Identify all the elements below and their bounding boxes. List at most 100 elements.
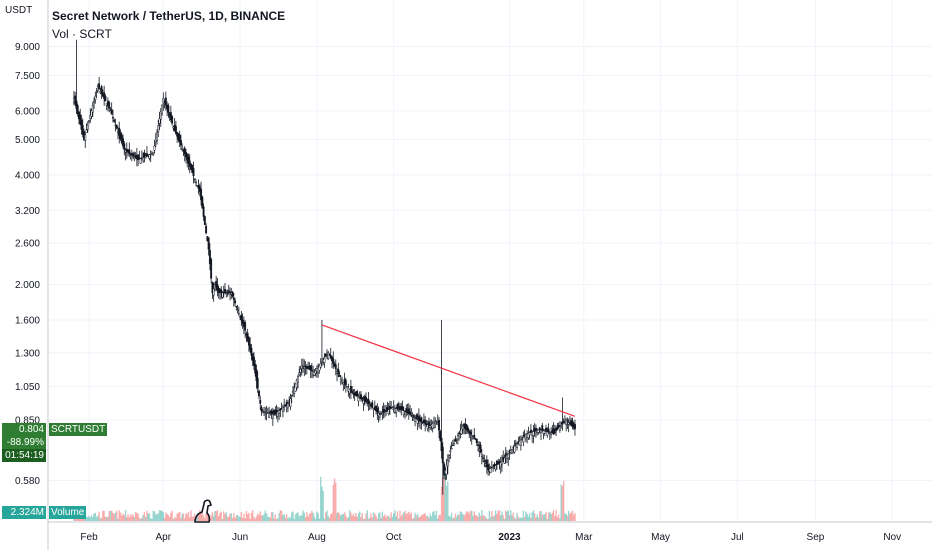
candle-body (328, 354, 331, 356)
candle-body (479, 444, 482, 453)
candle-body (148, 154, 151, 159)
y-tick-label: 1.050 (15, 382, 40, 393)
volume-bar (445, 485, 448, 521)
volume-bar (460, 511, 463, 521)
volume-bar (487, 518, 489, 521)
volume-bar (95, 516, 98, 521)
candle-body (158, 118, 161, 124)
volume-bar (416, 514, 419, 521)
volume-bar (138, 517, 141, 521)
volume-bar (343, 512, 346, 521)
y-tick-label: 1.300 (15, 348, 40, 359)
volume-bar (330, 514, 332, 521)
volume-bar (574, 513, 576, 521)
volume-bar (129, 514, 132, 521)
volume-bar (259, 511, 261, 521)
volume-bar (453, 517, 455, 521)
candle-body (86, 124, 89, 130)
volume-bar (155, 513, 157, 521)
candle-body (516, 443, 519, 448)
candle-body (553, 431, 556, 433)
volume-bar (396, 511, 399, 521)
candle-body (111, 117, 114, 119)
candle-body (541, 425, 544, 431)
volume-bar (152, 510, 154, 521)
candle-body (387, 409, 390, 415)
volume-bar (400, 515, 402, 521)
volume-bar (333, 478, 336, 521)
volume-bar (409, 514, 411, 521)
chart-title[interactable]: Secret Network / TetherUS, 1D, BINANCE (52, 9, 286, 23)
volume-bar (500, 515, 502, 521)
candle-body (465, 424, 468, 431)
candle-body (493, 463, 496, 467)
candle-body (538, 427, 541, 430)
trendline[interactable] (321, 324, 576, 417)
volume-bar (476, 515, 478, 521)
volume-bar (180, 518, 182, 521)
volume-bar (211, 512, 214, 521)
volume-bar (361, 513, 363, 521)
volume-bar (234, 517, 236, 521)
candle-body (122, 138, 124, 147)
candle-body (258, 390, 260, 397)
volume-bar (449, 516, 452, 521)
volume-bar (215, 511, 217, 521)
volume-bar (406, 512, 409, 521)
volume-bar (540, 510, 542, 521)
candle-body (94, 95, 97, 100)
volume-bar (167, 515, 170, 521)
volume-bar (557, 514, 560, 521)
volume-bar (107, 516, 109, 521)
candle-body (338, 375, 341, 377)
volume-bar (520, 517, 522, 521)
volume-bar (116, 510, 118, 521)
volume-bar (562, 480, 565, 521)
volume-bar (170, 512, 172, 521)
volume-bar (421, 514, 424, 521)
volume-bar (202, 515, 205, 521)
candle-body (537, 429, 540, 433)
volume-bar (493, 515, 496, 521)
candle-body (240, 315, 243, 321)
volume-bar (547, 512, 550, 521)
candle-body (414, 417, 417, 422)
y-tick-label: 5.000 (15, 135, 40, 146)
volume-bar (235, 515, 238, 521)
volume-bar (131, 515, 133, 521)
volume-indicator-label[interactable]: Vol · SCRT (52, 27, 112, 41)
x-axis[interactable]: Feb Apr Jun Aug Oct 2023 Mar May Jul Sep Nov (80, 532, 901, 543)
x-tick-label: Feb (80, 532, 98, 543)
candle-body (259, 399, 262, 404)
volume-bar (257, 513, 259, 521)
candle-body (495, 460, 498, 465)
volume-bar (498, 510, 501, 521)
candle-body (376, 408, 379, 413)
volume-bar (394, 510, 396, 521)
volume-bar (379, 512, 381, 521)
resistance-trendline[interactable] (321, 324, 576, 417)
volume-bar (410, 512, 413, 521)
candle-body (461, 425, 464, 430)
countdown-badge: 01:54:19 (2, 449, 46, 462)
volume-bar (323, 518, 326, 521)
volume-bar (486, 518, 488, 521)
candle-body (162, 97, 165, 104)
volume-bar (434, 514, 436, 521)
candle-body (528, 432, 531, 436)
volume-bar (367, 518, 370, 521)
volume-bar (357, 513, 360, 521)
candle-body (98, 83, 101, 90)
candle-body (550, 432, 553, 435)
volume-bar (503, 518, 506, 521)
candle-body (503, 457, 506, 464)
y-axis[interactable]: 9.000 7.500 6.000 5.000 4.000 3.200 2.600 2.000… (15, 42, 40, 487)
volume-bar (365, 513, 367, 521)
candle-body (410, 415, 413, 417)
volume-bar (530, 518, 532, 521)
candle-body (276, 411, 279, 417)
volume-bar (226, 516, 229, 521)
volume-bar (132, 514, 134, 521)
symbol-badge: SCRTUSDT (49, 423, 108, 436)
